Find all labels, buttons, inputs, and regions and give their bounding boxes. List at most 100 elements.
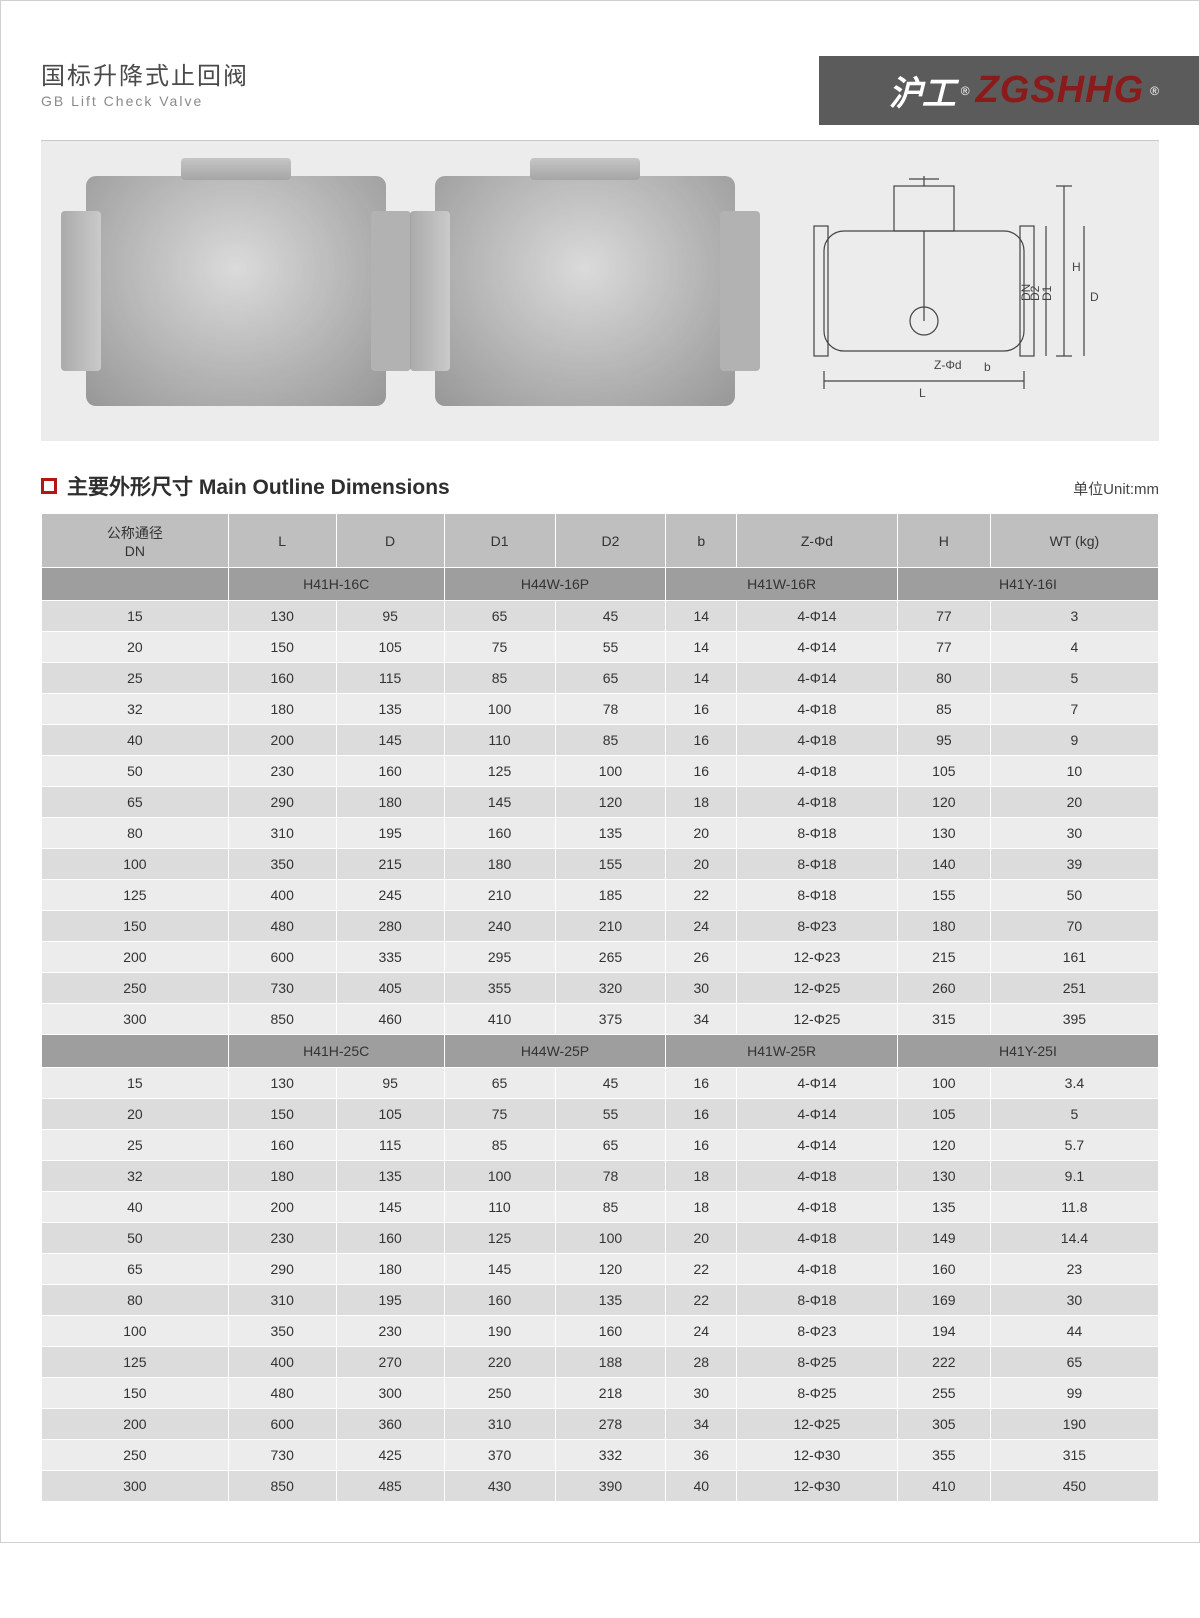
table-cell: 78 — [555, 694, 666, 725]
table-cell: 125 — [444, 756, 555, 787]
table-row: 251601158565164-Φ141205.7 — [42, 1130, 1159, 1161]
table-cell: 65 — [444, 1068, 555, 1099]
dimensions-table: 公称通径DNLDD1D2bZ-ΦdHWT (kg) H41H-16CH44W-1… — [41, 513, 1159, 1502]
table-cell: 295 — [444, 942, 555, 973]
table-row: 4020014511085164-Φ18959 — [42, 725, 1159, 756]
table-row: 125400245210185228-Φ1815550 — [42, 880, 1159, 911]
column-header: D1 — [444, 514, 555, 568]
table-cell: 135 — [897, 1192, 990, 1223]
table-cell: 480 — [228, 1378, 336, 1409]
table-cell: 135 — [555, 1285, 666, 1316]
table-cell: 355 — [897, 1440, 990, 1471]
column-header: WT (kg) — [990, 514, 1158, 568]
table-cell: 140 — [897, 849, 990, 880]
table-cell: 150 — [42, 911, 229, 942]
table-cell: 12-Φ30 — [737, 1471, 898, 1502]
table-cell: 160 — [897, 1254, 990, 1285]
table-cell: 145 — [336, 1192, 444, 1223]
table-cell: 105 — [336, 632, 444, 663]
model-label: H41H-25C — [228, 1035, 444, 1068]
table-cell: 160 — [444, 818, 555, 849]
table-cell: 12-Φ23 — [737, 942, 898, 973]
table-cell: 145 — [444, 787, 555, 818]
table-cell: 24 — [666, 1316, 737, 1347]
brand-banner: 沪工® ZGSHHG® — [819, 56, 1199, 125]
table-cell: 70 — [990, 911, 1158, 942]
table-row: 201501057555164-Φ141055 — [42, 1099, 1159, 1130]
table-cell: 12-Φ25 — [737, 1409, 898, 1440]
table-cell: 12-Φ25 — [737, 973, 898, 1004]
table-cell: 105 — [897, 1099, 990, 1130]
table-cell: 100 — [42, 1316, 229, 1347]
table-cell: 480 — [228, 911, 336, 942]
table-body: H41H-16CH44W-16PH41W-16RH41Y-16I15130956… — [42, 568, 1159, 1502]
table-cell: 200 — [42, 1409, 229, 1440]
table-cell: 8-Φ18 — [737, 880, 898, 911]
table-cell: 375 — [555, 1004, 666, 1035]
table-cell: 65 — [555, 1130, 666, 1161]
table-cell: 161 — [990, 942, 1158, 973]
table-cell: 85 — [555, 1192, 666, 1223]
table-row: 80310195160135208-Φ1813030 — [42, 818, 1159, 849]
column-header: D — [336, 514, 444, 568]
table-cell: 105 — [897, 756, 990, 787]
diagram-label-DN: DN — [1019, 284, 1033, 301]
table-cell: 230 — [228, 1223, 336, 1254]
registered-mark-1: ® — [961, 84, 970, 98]
diagram-label-D: D — [1090, 290, 1099, 304]
table-cell: 190 — [444, 1316, 555, 1347]
table-row: 15130956545144-Φ14773 — [42, 601, 1159, 632]
page-header: 国标升降式止回阀 GB Lift Check Valve 沪工® ZGSHHG® — [41, 1, 1159, 115]
table-cell: 12-Φ25 — [737, 1004, 898, 1035]
column-header: H — [897, 514, 990, 568]
table-cell: 20 — [42, 1099, 229, 1130]
model-row-spacer — [42, 568, 229, 601]
table-cell: 7 — [990, 694, 1158, 725]
table-cell: 305 — [897, 1409, 990, 1440]
table-cell: 8-Φ18 — [737, 1285, 898, 1316]
table-cell: 600 — [228, 1409, 336, 1440]
table-cell: 20 — [666, 818, 737, 849]
diagram-label-Zphi: Z-Φd — [934, 358, 962, 372]
table-cell: 320 — [555, 973, 666, 1004]
table-cell: 77 — [897, 632, 990, 663]
model-label: H41W-25R — [666, 1035, 897, 1068]
table-row: 2507304053553203012-Φ25260251 — [42, 973, 1159, 1004]
table-cell: 110 — [444, 1192, 555, 1223]
table-cell: 260 — [897, 973, 990, 1004]
table-cell: 14 — [666, 601, 737, 632]
table-cell: 23 — [990, 1254, 1158, 1285]
table-cell: 32 — [42, 694, 229, 725]
diagram-label-D1: D1 — [1040, 285, 1054, 301]
table-cell: 360 — [336, 1409, 444, 1440]
table-cell: 730 — [228, 1440, 336, 1471]
table-cell: 30 — [666, 973, 737, 1004]
table-cell: 210 — [444, 880, 555, 911]
table-cell: 180 — [336, 787, 444, 818]
table-cell: 115 — [336, 1130, 444, 1161]
table-cell: 300 — [42, 1004, 229, 1035]
table-cell: 220 — [444, 1347, 555, 1378]
table-cell: 180 — [444, 849, 555, 880]
table-cell: 194 — [897, 1316, 990, 1347]
model-label: H41W-16R — [666, 568, 897, 601]
valve-photo-2 — [435, 176, 735, 406]
table-cell: 160 — [336, 756, 444, 787]
table-cell: 185 — [555, 880, 666, 911]
table-cell: 160 — [444, 1285, 555, 1316]
table-cell: 75 — [444, 632, 555, 663]
table-cell: 80 — [42, 1285, 229, 1316]
table-cell: 3.4 — [990, 1068, 1158, 1099]
table-cell: 430 — [444, 1471, 555, 1502]
table-cell: 80 — [897, 663, 990, 694]
table-cell: 50 — [42, 1223, 229, 1254]
table-row: 65290180145120224-Φ1816023 — [42, 1254, 1159, 1285]
table-cell: 145 — [336, 725, 444, 756]
table-cell: 315 — [990, 1440, 1158, 1471]
table-cell: 240 — [444, 911, 555, 942]
table-cell: 405 — [336, 973, 444, 1004]
table-cell: 200 — [228, 1192, 336, 1223]
table-cell: 10 — [990, 756, 1158, 787]
table-cell: 105 — [336, 1099, 444, 1130]
table-cell: 150 — [228, 1099, 336, 1130]
